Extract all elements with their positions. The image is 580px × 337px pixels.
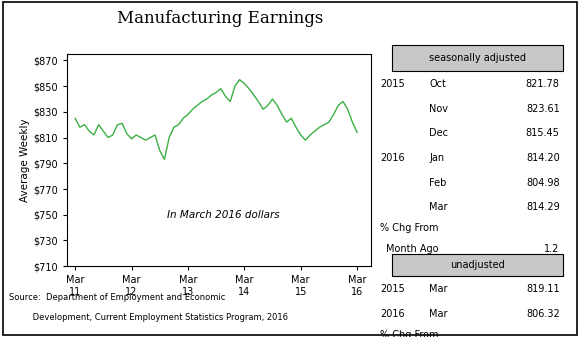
Text: 814.29: 814.29	[526, 202, 560, 212]
Text: 815.45: 815.45	[526, 128, 560, 139]
Text: unadjusted: unadjusted	[450, 260, 505, 270]
Text: % Chg From: % Chg From	[380, 330, 438, 337]
Text: Month Ago: Month Ago	[386, 244, 438, 254]
Text: Mar: Mar	[429, 309, 448, 319]
Text: 819.11: 819.11	[526, 284, 560, 294]
Text: 821.78: 821.78	[526, 79, 560, 89]
Text: Manufacturing Earnings: Manufacturing Earnings	[117, 10, 324, 27]
Text: Feb: Feb	[429, 178, 447, 188]
Text: Mar: Mar	[429, 202, 448, 212]
Text: Development, Current Employment Statistics Program, 2016: Development, Current Employment Statisti…	[9, 313, 288, 323]
Text: 804.98: 804.98	[526, 178, 560, 188]
Text: 823.61: 823.61	[526, 104, 560, 114]
Text: Nov: Nov	[429, 104, 448, 114]
Text: 814.20: 814.20	[526, 153, 560, 163]
Text: 1.2: 1.2	[544, 244, 560, 254]
Text: 2015: 2015	[380, 79, 405, 89]
Text: Oct: Oct	[429, 79, 446, 89]
Text: seasonally adjusted: seasonally adjusted	[429, 53, 525, 63]
Text: Mar: Mar	[429, 284, 448, 294]
Text: % Chg From: % Chg From	[380, 223, 438, 234]
Text: 806.32: 806.32	[526, 309, 560, 319]
Text: In March 2016 dollars: In March 2016 dollars	[167, 210, 280, 219]
Text: Source:  Department of Employment and Economic: Source: Department of Employment and Eco…	[9, 293, 225, 302]
Text: Jan: Jan	[429, 153, 444, 163]
Text: 2016: 2016	[380, 153, 404, 163]
Y-axis label: Average Weekly: Average Weekly	[20, 118, 30, 202]
Text: 2016: 2016	[380, 309, 404, 319]
Text: Dec: Dec	[429, 128, 448, 139]
Text: 2015: 2015	[380, 284, 405, 294]
